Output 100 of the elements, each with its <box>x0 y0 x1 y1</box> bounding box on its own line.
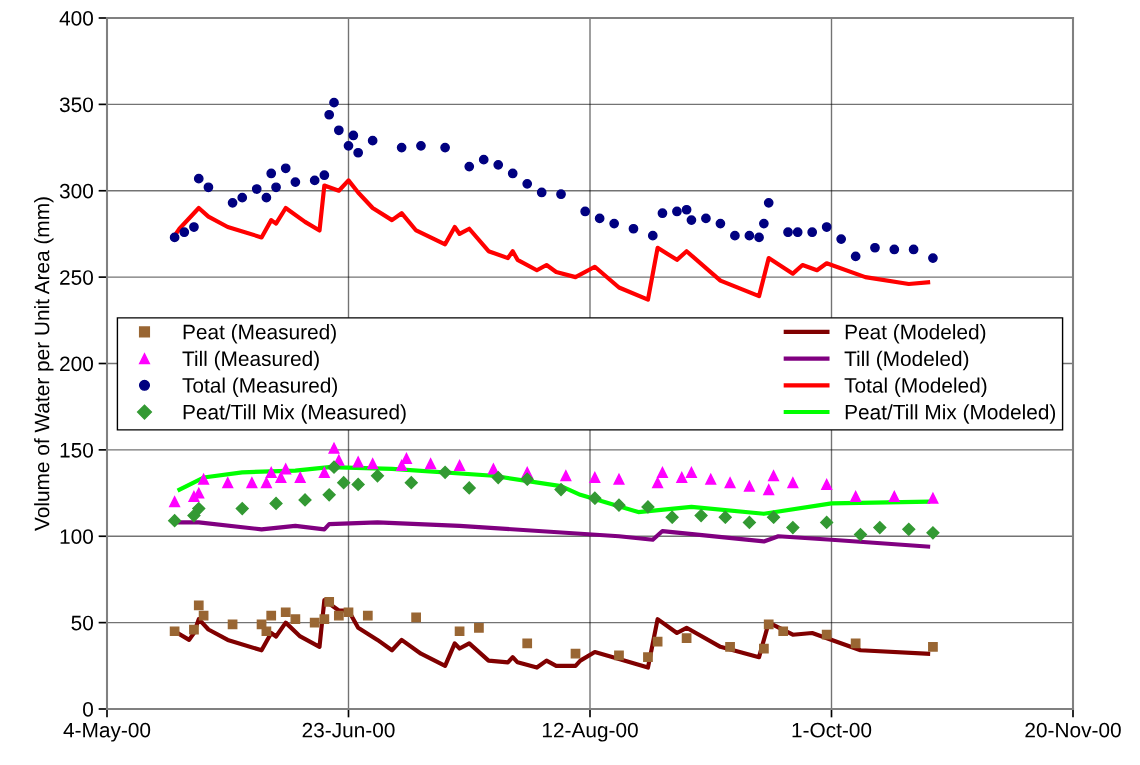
point <box>701 213 711 224</box>
point <box>665 510 679 524</box>
point <box>554 483 568 497</box>
point <box>686 215 697 225</box>
point <box>193 600 204 611</box>
point <box>763 197 774 208</box>
point <box>261 626 272 637</box>
y-tick-label: 50 <box>71 615 93 631</box>
point <box>786 521 800 535</box>
point <box>411 612 421 623</box>
point <box>589 471 601 484</box>
point <box>821 629 832 640</box>
point <box>613 473 625 485</box>
legend-label: Total (Measured) <box>182 377 338 397</box>
point <box>767 470 780 482</box>
point <box>724 477 736 489</box>
point <box>187 508 201 523</box>
point <box>889 244 900 255</box>
point <box>643 652 653 663</box>
point <box>853 527 868 542</box>
point <box>807 227 818 238</box>
point <box>169 626 180 637</box>
point <box>580 206 591 217</box>
y-tick-label: 350 <box>59 97 93 113</box>
point <box>821 222 832 232</box>
point <box>352 456 364 468</box>
point <box>681 633 692 644</box>
point <box>908 244 919 255</box>
point <box>754 232 764 243</box>
point <box>169 232 180 243</box>
point <box>337 476 351 490</box>
point <box>280 163 291 174</box>
point <box>203 182 214 193</box>
point <box>681 204 692 215</box>
point <box>438 465 452 479</box>
point <box>694 508 708 523</box>
point <box>520 472 534 486</box>
legend-label: Till (Measured) <box>182 350 319 371</box>
y-tick-label: 200 <box>60 356 93 372</box>
y-tick-label: 100 <box>60 529 93 544</box>
point <box>367 458 379 470</box>
y-axis-title: Volume of Water per Unit Area (mm) <box>34 197 54 531</box>
legend-label: Peat/Till Mix (Modeled) <box>845 404 1056 424</box>
point <box>266 168 277 179</box>
point <box>657 208 668 219</box>
point <box>493 159 504 170</box>
point <box>193 173 204 184</box>
point <box>343 140 354 151</box>
point <box>370 469 385 483</box>
point <box>778 626 789 637</box>
point <box>926 526 940 540</box>
x-tick-label: 23-Jun-00 <box>302 722 395 738</box>
point <box>522 178 533 189</box>
point <box>404 476 418 490</box>
point <box>730 230 740 241</box>
point <box>873 521 887 535</box>
y-tick-label: 250 <box>60 270 93 285</box>
x-tick-label: 20-Nov-00 <box>1025 722 1121 738</box>
point <box>715 218 726 229</box>
point <box>251 184 262 194</box>
point <box>266 610 277 621</box>
point <box>309 617 320 628</box>
x-tick-label: 12-Aug-00 <box>542 722 638 742</box>
point <box>676 471 688 484</box>
point <box>474 622 484 633</box>
point <box>478 154 489 165</box>
legend-label: Peat (Measured) <box>183 324 336 344</box>
point <box>522 638 533 649</box>
point <box>744 230 755 241</box>
point <box>836 234 847 244</box>
point <box>556 189 566 200</box>
point <box>820 515 834 530</box>
point <box>440 142 450 153</box>
point <box>609 218 620 229</box>
point <box>588 491 602 505</box>
point <box>396 142 407 153</box>
point <box>324 597 335 607</box>
point <box>612 498 626 512</box>
point <box>464 161 475 172</box>
point <box>628 223 639 234</box>
point <box>189 222 199 232</box>
y-tick-label: 300 <box>59 183 93 199</box>
point <box>491 470 505 485</box>
point <box>280 607 291 618</box>
point <box>294 471 306 484</box>
point <box>783 227 793 238</box>
point <box>198 610 209 621</box>
point <box>168 514 182 528</box>
point <box>246 477 258 489</box>
point <box>237 192 248 203</box>
point <box>271 182 281 193</box>
point <box>333 125 344 136</box>
point <box>718 510 732 524</box>
point <box>787 477 799 489</box>
point <box>222 477 234 489</box>
point <box>235 502 249 516</box>
point <box>850 490 862 503</box>
point <box>227 619 238 630</box>
point <box>298 493 312 507</box>
point <box>416 140 426 151</box>
